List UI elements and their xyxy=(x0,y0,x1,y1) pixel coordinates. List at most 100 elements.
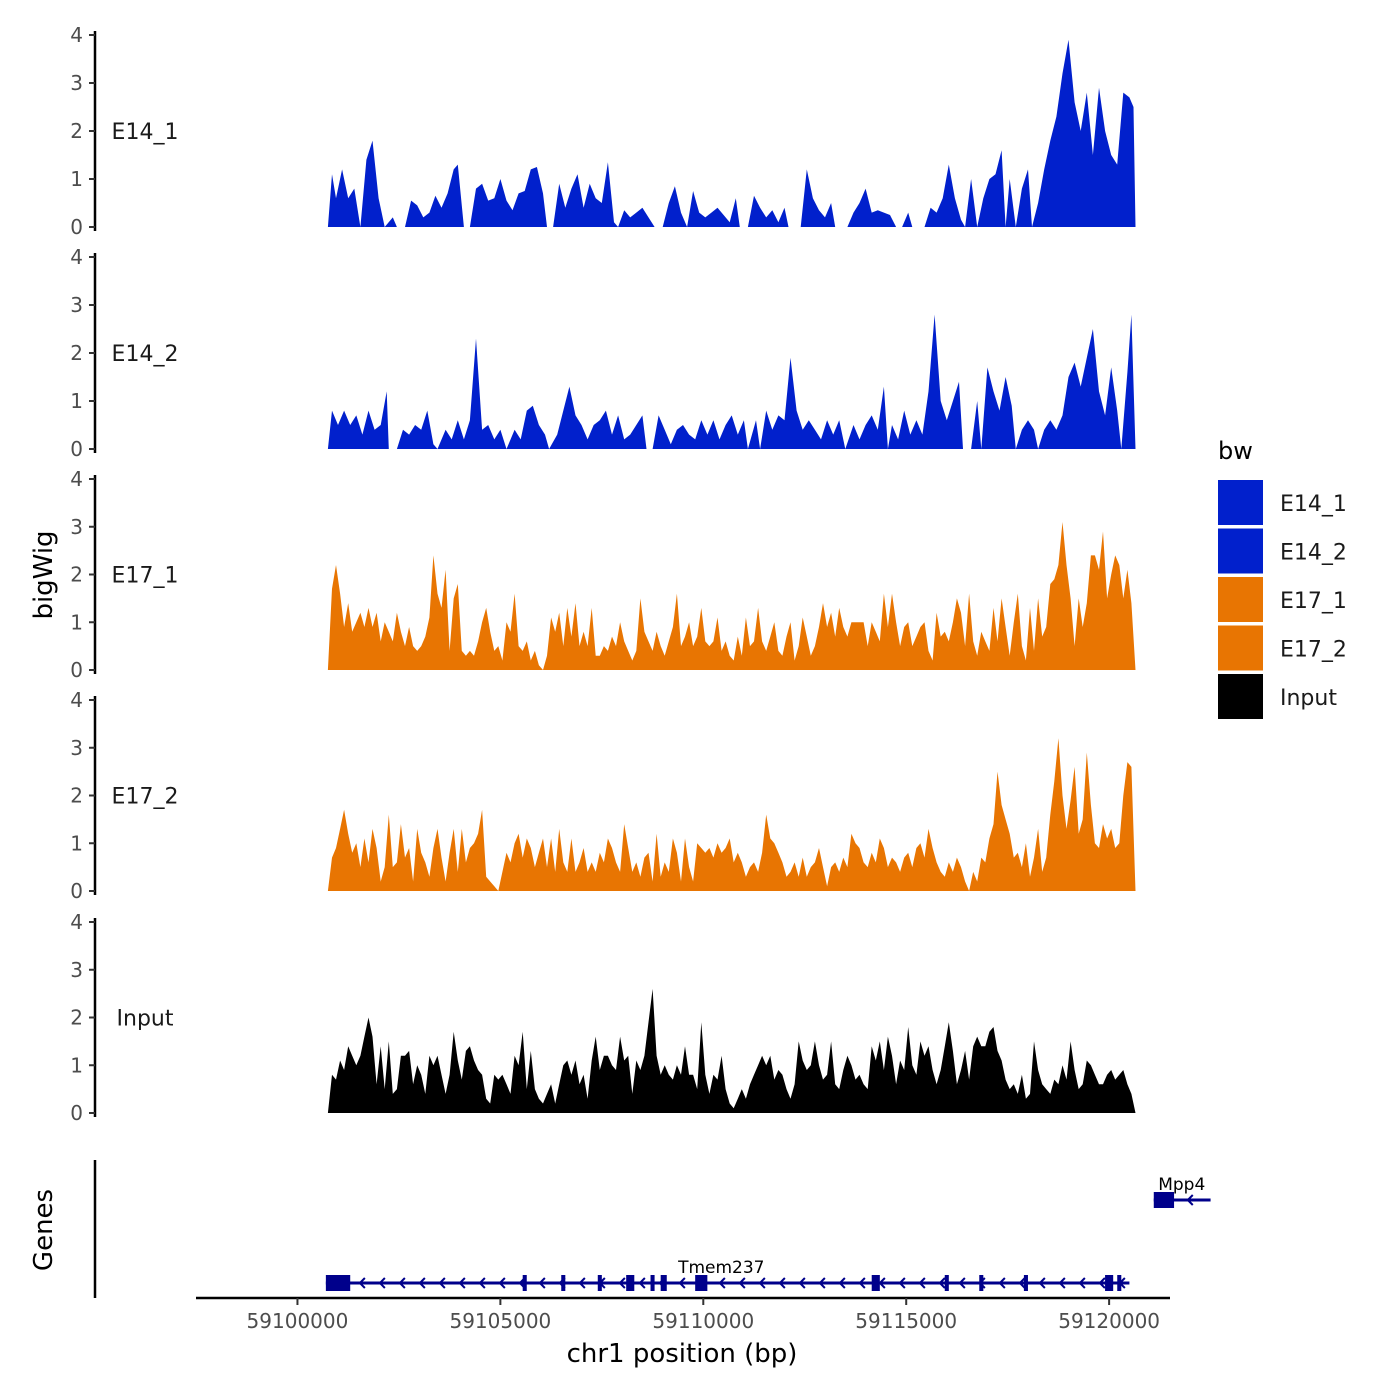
y-tick-label: 1 xyxy=(70,167,83,191)
x-tick-label: 59120000 xyxy=(1058,1309,1160,1333)
exon-block xyxy=(522,1275,527,1291)
y-tick-label: 0 xyxy=(70,658,83,682)
exon-block xyxy=(1105,1275,1114,1291)
x-axis: 59100000 59105000 59110000 59115000 59120000 xyxy=(196,1296,1170,1333)
strand-arrow xyxy=(638,1277,646,1289)
y-tick-label: 1 xyxy=(70,610,83,634)
exon-block xyxy=(650,1275,655,1291)
track-label: E14_1 xyxy=(112,120,179,145)
x-tick-label: 59100000 xyxy=(247,1309,349,1333)
gene-tmem237: Tmem237 xyxy=(325,1258,1130,1291)
gene-mpp4: Mpp4 xyxy=(1153,1175,1211,1208)
y-tick-label: 2 xyxy=(70,119,83,143)
legend-label: Input xyxy=(1280,686,1337,711)
y-tick-label: 3 xyxy=(70,958,83,982)
strand-arrow xyxy=(858,1277,866,1289)
strand-arrow xyxy=(898,1277,906,1289)
x-tick-label: 59115000 xyxy=(855,1309,957,1333)
legend-item: E17_2 xyxy=(1218,625,1347,671)
y-tick-label: 2 xyxy=(70,563,83,587)
legend-label: E17_2 xyxy=(1280,638,1347,663)
legend-title: bw xyxy=(1218,437,1253,465)
panel-input: 0 1 2 3 4 Input xyxy=(70,910,1136,1125)
strand-arrow xyxy=(958,1277,966,1289)
exon-block xyxy=(695,1275,708,1291)
legend-item: Input xyxy=(1218,674,1337,719)
track-label: E14_2 xyxy=(112,342,179,367)
y-tick-label: 3 xyxy=(70,293,83,317)
y-tick-label: 1 xyxy=(70,831,83,855)
y-tick-label: 2 xyxy=(70,784,83,808)
coverage-area xyxy=(327,738,1136,891)
strand-arrow xyxy=(1098,1277,1106,1289)
strand-arrow xyxy=(478,1277,486,1289)
strand-arrow xyxy=(758,1277,766,1289)
gene-label: Mpp4 xyxy=(1158,1175,1205,1195)
coverage-area xyxy=(327,39,1136,227)
y-tick-label: 3 xyxy=(70,71,83,95)
panel-e14-2: 0 1 2 3 4 E14_2 xyxy=(70,245,1136,461)
exon-block xyxy=(325,1275,351,1291)
y-tick-label: 4 xyxy=(70,23,83,47)
y-tick-label: 0 xyxy=(70,879,83,903)
strand-arrow xyxy=(818,1277,826,1289)
strand-arrow xyxy=(1078,1277,1086,1289)
strand-arrow xyxy=(778,1277,786,1289)
strand-arrow xyxy=(398,1277,406,1289)
strand-arrow xyxy=(1186,1194,1194,1206)
exon-block xyxy=(1153,1192,1175,1208)
track-label: E17_1 xyxy=(112,564,179,589)
strand-arrow xyxy=(718,1277,726,1289)
gene-label: Tmem237 xyxy=(677,1258,764,1278)
legend-item: E14_1 xyxy=(1218,480,1347,525)
coverage-area xyxy=(327,314,1136,449)
strand-arrow xyxy=(1018,1277,1026,1289)
legend-key xyxy=(1218,480,1263,525)
exon-block xyxy=(1117,1275,1122,1291)
strand-arrow xyxy=(358,1277,366,1289)
x-tick-label: 59105000 xyxy=(449,1309,551,1333)
strand-arrow xyxy=(1038,1277,1046,1289)
strand-arrow xyxy=(738,1277,746,1289)
gene-track-title: Genes xyxy=(29,1189,59,1271)
strand-arrow xyxy=(538,1277,546,1289)
legend-label: E17_1 xyxy=(1280,589,1347,614)
y-tick-label: 4 xyxy=(70,910,83,934)
legend-key xyxy=(1218,528,1263,574)
exon-block xyxy=(660,1275,667,1291)
legend-label: E14_1 xyxy=(1280,492,1347,517)
legend-label: E14_2 xyxy=(1280,541,1347,566)
panel-e14-1: 0 1 2 3 4 E14_1 xyxy=(70,23,1136,239)
legend-item: E17_1 xyxy=(1218,577,1347,622)
legend-item: E14_2 xyxy=(1218,528,1347,574)
exon-block xyxy=(626,1275,635,1291)
y-axis-title: bigWig xyxy=(29,530,59,619)
track-label: Input xyxy=(117,1007,174,1032)
panel-e17-2: 0 1 2 3 4 E17_2 xyxy=(70,688,1136,903)
strand-arrow xyxy=(618,1277,626,1289)
y-tick-label: 1 xyxy=(70,389,83,413)
track-panels: 0 1 2 3 4 E14_1 0 1 2 3 4 E14_2 0 1 2 3 4 E17_1 0 1 2 3 4 E17_2… xyxy=(70,23,1136,1125)
strand-arrow xyxy=(438,1277,446,1289)
strand-arrow xyxy=(418,1277,426,1289)
y-tick-label: 4 xyxy=(70,245,83,269)
strand-arrow xyxy=(1058,1277,1066,1289)
track-label: E17_2 xyxy=(112,785,179,810)
y-tick-label: 0 xyxy=(70,437,83,461)
y-tick-label: 0 xyxy=(70,215,83,239)
panel-e17-1: 0 1 2 3 4 E17_1 xyxy=(70,467,1136,682)
y-tick-label: 2 xyxy=(70,341,83,365)
y-tick-label: 3 xyxy=(70,736,83,760)
y-tick-label: 2 xyxy=(70,1006,83,1030)
gene-track: Mpp4 Tmem237 xyxy=(93,1160,1211,1298)
y-tick-label: 4 xyxy=(70,688,83,712)
strand-arrow xyxy=(918,1277,926,1289)
strand-arrow xyxy=(938,1277,946,1289)
strand-arrow xyxy=(458,1277,466,1289)
strand-arrow xyxy=(378,1277,386,1289)
y-tick-label: 3 xyxy=(70,515,83,539)
strand-arrow xyxy=(678,1277,686,1289)
legend: bw E14_1 E14_2 E17_1 E17_2 Input xyxy=(1218,437,1347,719)
exon-block xyxy=(597,1275,602,1291)
